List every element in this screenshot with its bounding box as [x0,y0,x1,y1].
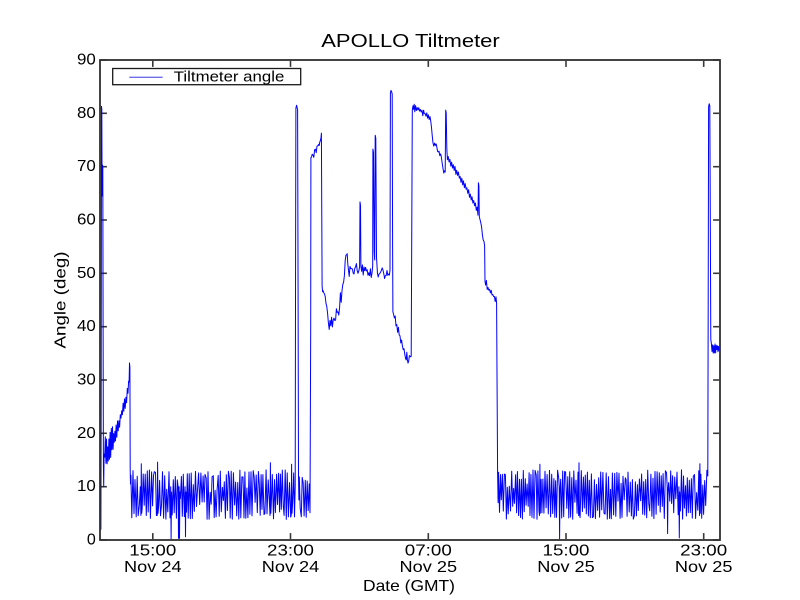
svg-text:23:00: 23:00 [680,543,727,560]
svg-text:30: 30 [77,372,96,389]
svg-text:15:00: 15:00 [543,543,590,560]
svg-text:90: 90 [77,52,96,69]
svg-text:10: 10 [77,478,96,495]
svg-text:23:00: 23:00 [267,543,314,560]
svg-text:APOLLO Tiltmeter: APOLLO Tiltmeter [321,30,500,51]
svg-text:Nov 24: Nov 24 [124,559,182,576]
svg-text:20: 20 [77,425,96,442]
svg-text:70: 70 [77,158,96,175]
svg-text:Tiltmeter angle: Tiltmeter angle [174,68,284,85]
svg-text:Date (GMT): Date (GMT) [363,578,455,595]
svg-text:07:00: 07:00 [405,543,452,560]
svg-text:50: 50 [77,265,96,282]
svg-text:Nov 25: Nov 25 [400,559,458,576]
svg-text:Nov 25: Nov 25 [675,559,733,576]
svg-text:0: 0 [87,532,96,549]
svg-text:60: 60 [77,212,96,229]
svg-text:80: 80 [77,105,96,122]
svg-text:Nov 25: Nov 25 [537,559,595,576]
svg-text:Angle (deg): Angle (deg) [53,252,70,349]
svg-text:40: 40 [77,318,96,335]
svg-text:15:00: 15:00 [129,543,176,560]
svg-text:Nov 24: Nov 24 [262,559,320,576]
